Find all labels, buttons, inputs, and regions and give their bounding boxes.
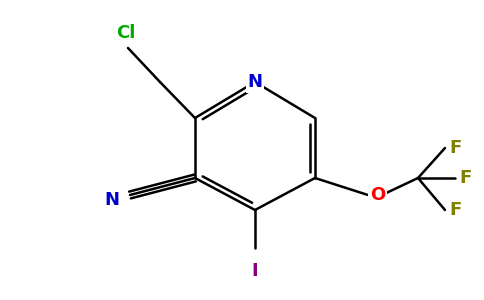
Text: F: F xyxy=(449,201,461,219)
Text: N: N xyxy=(247,73,262,91)
Text: N: N xyxy=(105,191,120,209)
Text: I: I xyxy=(252,262,258,280)
Text: Cl: Cl xyxy=(116,24,136,42)
Text: F: F xyxy=(449,139,461,157)
Text: F: F xyxy=(459,169,471,187)
Text: O: O xyxy=(370,186,385,204)
